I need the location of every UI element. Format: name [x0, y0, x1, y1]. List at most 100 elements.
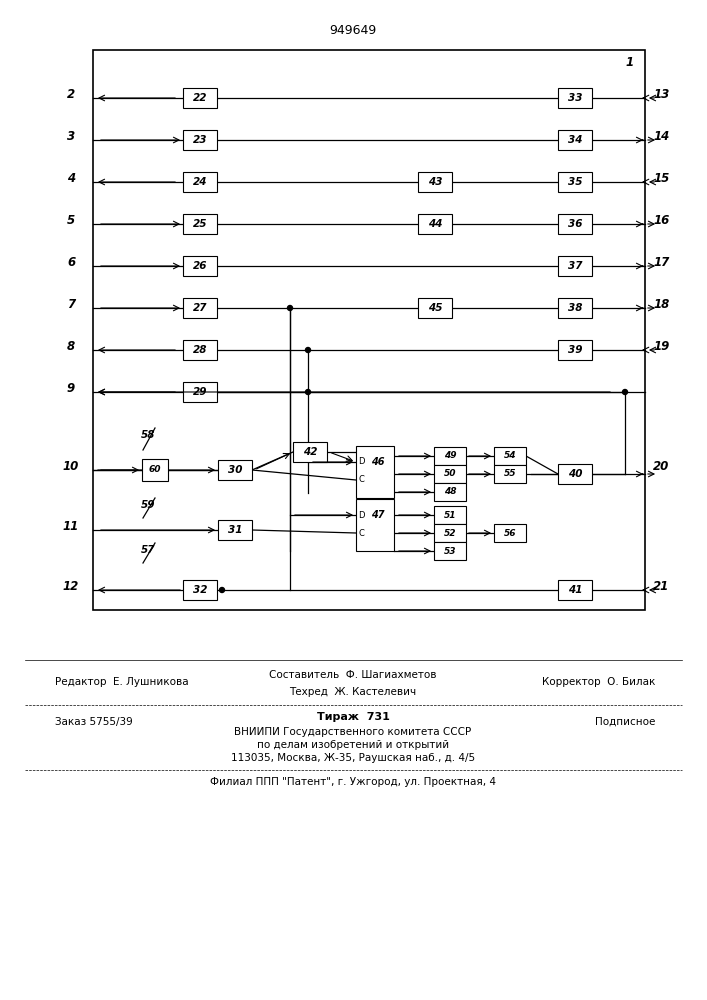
Text: 45: 45 [428, 303, 443, 313]
Bar [558, 340, 592, 360]
Circle shape [305, 348, 310, 353]
Text: C: C [358, 476, 364, 485]
Text: 2: 2 [67, 89, 75, 102]
Text: 26: 26 [193, 261, 207, 271]
Text: 60: 60 [148, 466, 161, 475]
Text: 14: 14 [653, 130, 670, 143]
Bar [558, 580, 592, 600]
Text: 30: 30 [228, 465, 243, 475]
Text: Подписное: Подписное [595, 717, 655, 727]
Bar [183, 256, 217, 276]
Text: Техред  Ж. Кастелевич: Техред Ж. Кастелевич [289, 687, 416, 697]
Text: 18: 18 [653, 298, 670, 312]
Text: Составитель  Ф. Шагиахметов: Составитель Ф. Шагиахметов [269, 670, 437, 680]
Bar [183, 172, 217, 192]
Bar [434, 447, 466, 465]
Bar [434, 506, 466, 524]
Text: 35: 35 [568, 177, 583, 187]
Bar [418, 298, 452, 318]
Text: 24: 24 [193, 177, 207, 187]
Text: 27: 27 [193, 303, 207, 313]
Bar [494, 447, 526, 465]
Text: 36: 36 [568, 219, 583, 229]
Bar [434, 542, 466, 560]
Text: 31: 31 [228, 525, 243, 535]
Text: 17: 17 [653, 256, 670, 269]
Text: 50: 50 [444, 470, 456, 479]
Bar [183, 340, 217, 360]
Bar [558, 214, 592, 234]
Text: 21: 21 [653, 580, 670, 593]
Text: 42: 42 [303, 447, 317, 457]
Text: 41: 41 [568, 585, 583, 595]
Bar [183, 298, 217, 318]
Text: 29: 29 [193, 387, 207, 397]
Text: 12: 12 [63, 580, 79, 593]
Text: 9: 9 [67, 382, 75, 395]
Text: 8: 8 [67, 340, 75, 354]
Text: 54: 54 [504, 452, 516, 460]
Bar [356, 499, 394, 551]
Text: 33: 33 [568, 93, 583, 103]
Bar [183, 580, 217, 600]
Bar [293, 442, 327, 462]
Text: 13: 13 [653, 89, 670, 102]
Text: 949649: 949649 [329, 23, 377, 36]
Text: 39: 39 [568, 345, 583, 355]
Bar [558, 130, 592, 150]
Text: D: D [358, 510, 364, 520]
Text: 1: 1 [626, 55, 634, 68]
Text: 53: 53 [444, 546, 456, 556]
Bar [183, 88, 217, 108]
Text: 16: 16 [653, 215, 670, 228]
Text: 48: 48 [444, 488, 456, 496]
Bar [558, 172, 592, 192]
Bar [183, 214, 217, 234]
Text: 32: 32 [193, 585, 207, 595]
Bar [418, 172, 452, 192]
Text: 55: 55 [504, 470, 516, 479]
Text: 38: 38 [568, 303, 583, 313]
Bar [183, 130, 217, 150]
Text: Заказ 5755/39: Заказ 5755/39 [55, 717, 133, 727]
Text: 56: 56 [504, 528, 516, 538]
Text: ВНИИПИ Государственного комитета СССР: ВНИИПИ Государственного комитета СССР [235, 727, 472, 737]
Circle shape [305, 389, 310, 394]
Text: 43: 43 [428, 177, 443, 187]
Bar [434, 483, 466, 501]
Bar [142, 459, 168, 481]
Text: 10: 10 [63, 460, 79, 474]
Bar [558, 298, 592, 318]
Text: Филиал ППП "Патент", г. Ужгород, ул. Проектная, 4: Филиал ППП "Патент", г. Ужгород, ул. Про… [210, 777, 496, 787]
Text: 44: 44 [428, 219, 443, 229]
Text: 11: 11 [63, 520, 79, 534]
Text: 58: 58 [141, 430, 156, 440]
Text: 15: 15 [653, 172, 670, 186]
Text: 20: 20 [653, 460, 670, 474]
Text: 7: 7 [67, 298, 75, 312]
Bar [356, 446, 394, 498]
Circle shape [219, 587, 225, 592]
Bar [494, 465, 526, 483]
Bar [434, 524, 466, 542]
Text: 37: 37 [568, 261, 583, 271]
Text: 22: 22 [193, 93, 207, 103]
Text: C: C [358, 528, 364, 538]
Text: 40: 40 [568, 469, 583, 479]
Bar [434, 465, 466, 483]
Text: Тираж  731: Тираж 731 [317, 712, 390, 722]
Circle shape [288, 306, 293, 310]
Bar [558, 256, 592, 276]
Bar [218, 460, 252, 480]
Text: 4: 4 [67, 172, 75, 186]
Text: 52: 52 [444, 528, 456, 538]
Text: 3: 3 [67, 130, 75, 143]
Circle shape [622, 389, 628, 394]
Bar [418, 214, 452, 234]
Text: по делам изобретений и открытий: по делам изобретений и открытий [257, 740, 449, 750]
Text: 5: 5 [67, 215, 75, 228]
Text: 51: 51 [444, 510, 456, 520]
Bar [558, 464, 592, 484]
Bar [218, 520, 252, 540]
Text: 46: 46 [371, 457, 385, 467]
